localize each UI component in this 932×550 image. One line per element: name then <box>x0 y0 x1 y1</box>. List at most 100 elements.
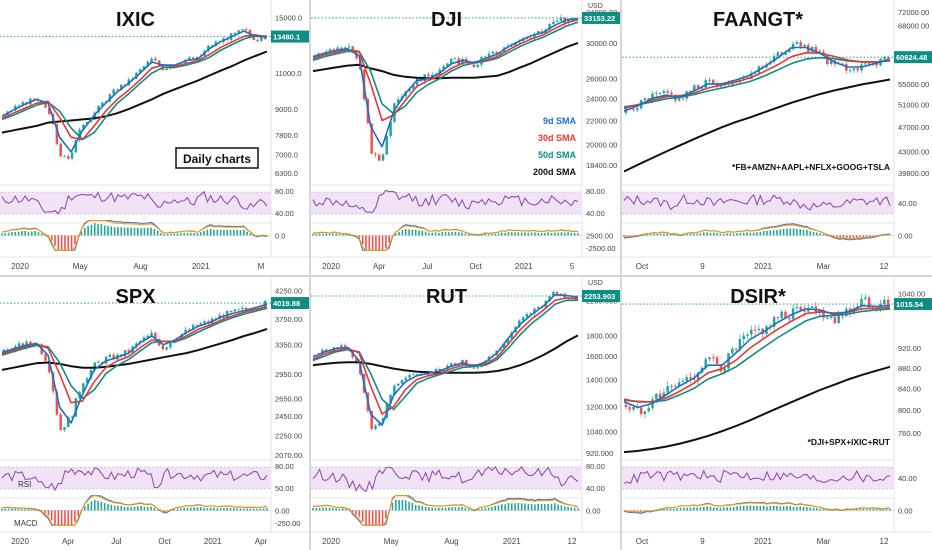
macd-histogram-bar <box>1 233 3 236</box>
rsi-tick-label: 80.00 <box>275 187 294 196</box>
candle-body <box>833 316 837 324</box>
candle-body <box>841 63 844 65</box>
macd-histogram-bar <box>325 507 328 511</box>
candle-body <box>799 307 802 311</box>
macd-signal-line <box>623 502 890 513</box>
macd-histogram-bar <box>709 232 712 236</box>
candle-body <box>165 68 168 71</box>
rsi-tick-label: 40.00 <box>586 484 605 493</box>
macd-histogram-bar <box>318 233 321 236</box>
macd-histogram-bar <box>507 503 510 511</box>
macd-histogram-bar <box>882 509 885 511</box>
macd-histogram-bar <box>822 233 825 236</box>
candle-body <box>829 60 833 64</box>
x-tick-label: Aug <box>444 537 458 546</box>
y-tick-label: 4250.00 <box>275 286 302 295</box>
macd-signal-line <box>623 224 891 240</box>
candle-body <box>810 306 814 309</box>
rsi-tick-label: 50.00 <box>275 484 294 493</box>
chart-svg: 4250.00 3750.00 3350.00 2950.00 2650.00 2450.… <box>0 277 309 546</box>
last-price-label: 4019.88 <box>273 299 300 308</box>
macd-histogram-bar <box>673 508 675 511</box>
macd-histogram-bar <box>756 505 758 511</box>
candle-body <box>427 374 430 376</box>
macd-pane-label: MACD <box>14 519 38 528</box>
candle-body <box>355 357 358 364</box>
x-tick-label: 2021 <box>515 262 533 271</box>
last-price-tag <box>894 51 932 64</box>
macd-histogram-bar <box>361 510 364 522</box>
candle-body <box>154 332 157 339</box>
candle-body <box>719 363 723 372</box>
candle-body <box>780 52 783 55</box>
macd-histogram-bar <box>520 232 523 236</box>
rsi-line <box>1 467 268 492</box>
candle-body <box>510 45 513 47</box>
macd-histogram-bar <box>809 231 811 236</box>
macd-histogram-bar <box>7 508 10 511</box>
candle-body <box>378 423 381 426</box>
macd-histogram-bar <box>772 505 775 511</box>
candle-body <box>374 425 377 430</box>
candle-body <box>112 354 115 360</box>
macd-histogram-bar <box>530 232 533 236</box>
macd-histogram-bar <box>696 507 698 511</box>
macd-histogram-bar <box>183 232 185 236</box>
macd-histogram-bar <box>365 510 367 526</box>
macd-histogram-bar <box>746 505 748 511</box>
candle-body <box>510 332 513 340</box>
macd-histogram-bar <box>34 509 36 511</box>
macd-histogram-bar <box>361 235 364 245</box>
macd-histogram-bar <box>676 508 678 511</box>
x-tick-label: 2021 <box>754 537 772 546</box>
macd-histogram-bar <box>520 503 523 511</box>
macd-histogram-bar <box>348 234 351 236</box>
candle-body <box>82 383 85 393</box>
macd-histogram-bar <box>27 509 30 511</box>
candle-body <box>176 64 180 66</box>
macd-histogram-bar <box>246 508 248 511</box>
macd-tick-label: 0.0 <box>275 231 285 240</box>
sma-legend-sma30: 30d SMA <box>538 133 577 143</box>
sma-legend-sma50: 50d SMA <box>538 150 577 160</box>
sma-line-50d <box>623 308 891 403</box>
y-tick-label: 24000.00 <box>586 95 617 104</box>
rsi-line <box>312 189 579 213</box>
macd-histogram-bar <box>776 505 778 511</box>
macd-histogram-bar <box>355 510 357 515</box>
macd-histogram-bar <box>544 232 546 236</box>
macd-histogram-bar <box>338 234 341 236</box>
macd-histogram-bar <box>573 232 576 236</box>
macd-histogram-bar <box>782 506 785 511</box>
macd-histogram-bar <box>806 507 808 511</box>
macd-histogram-bar <box>335 508 337 511</box>
candle-body <box>252 34 255 41</box>
macd-histogram-bar <box>84 506 86 511</box>
macd-histogram-bar <box>14 508 17 511</box>
macd-histogram-bar <box>156 509 159 511</box>
candle-body <box>70 152 74 159</box>
candle-body <box>408 88 411 92</box>
macd-histogram-bar <box>398 231 400 236</box>
sma-line-30d <box>623 306 891 403</box>
candle-body <box>340 345 343 348</box>
macd-histogram-bar <box>193 507 195 511</box>
candle-body <box>465 359 468 366</box>
macd-histogram-bar <box>160 232 162 236</box>
macd-histogram-bar <box>491 233 493 236</box>
last-price-tag <box>582 290 620 303</box>
x-tick-label: May <box>73 262 88 271</box>
macd-histogram-bar <box>103 225 106 236</box>
candle-body <box>696 85 700 89</box>
macd-histogram-bar <box>550 232 553 236</box>
chart-title: IXIC <box>116 9 155 31</box>
candle-body <box>123 350 127 357</box>
sma-line-9d <box>1 30 268 153</box>
candle-body <box>533 308 536 314</box>
macd-histogram-bar <box>703 506 705 511</box>
candle-body <box>146 61 149 67</box>
macd-histogram-bar <box>44 510 46 514</box>
candle-body <box>799 42 802 47</box>
candle-body <box>93 362 96 370</box>
macd-histogram-bar <box>699 233 702 236</box>
